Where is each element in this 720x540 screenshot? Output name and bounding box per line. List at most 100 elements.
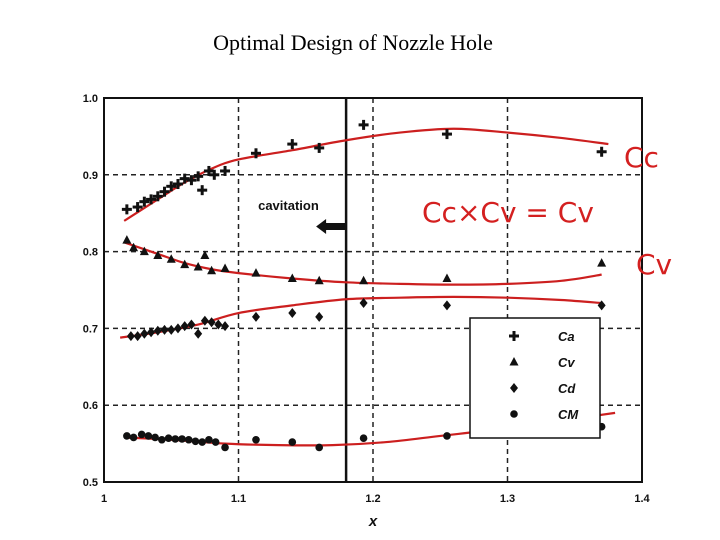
cross-h: [209, 173, 220, 177]
cross-h: [132, 205, 143, 209]
cross-h: [146, 197, 157, 201]
data-point-cd: [167, 324, 176, 335]
y-tick-label: 0.9: [83, 170, 98, 182]
legend-marker-cm: [510, 410, 518, 418]
cross-h: [193, 174, 204, 178]
cross-h: [179, 177, 190, 181]
cross-h: [172, 182, 183, 186]
data-point-cd: [359, 298, 368, 309]
legend-label: Cv: [558, 355, 575, 370]
legend-label: Ca: [558, 329, 575, 344]
data-point-ca: [132, 202, 143, 213]
y-tick-label: 0.6: [83, 400, 98, 412]
data-point-cv: [207, 265, 217, 275]
data-point-cm: [288, 438, 297, 446]
data-point-cv: [122, 235, 132, 244]
data-point-cv: [314, 275, 324, 285]
data-point-cd: [160, 324, 169, 335]
data-point-cm: [158, 435, 166, 444]
data-point-cv: [166, 254, 176, 263]
cross-h: [203, 169, 214, 173]
x-axis-label: x: [368, 513, 378, 530]
data-point-ca: [139, 196, 150, 207]
data-point-cv: [129, 242, 139, 252]
cross-h: [358, 123, 369, 127]
data-point-ca: [220, 165, 231, 176]
data-point-ca: [287, 139, 298, 150]
data-point-cm: [123, 432, 131, 440]
cavitation-arrow-icon: [316, 219, 347, 234]
data-point-cm: [443, 432, 451, 440]
data-point-cv: [180, 259, 190, 269]
data-point-cd: [214, 319, 223, 330]
data-point-cd: [147, 327, 156, 338]
x-tick-label: 1.4: [634, 493, 650, 505]
data-point-cm: [137, 430, 146, 439]
arrow-shaft: [322, 223, 347, 230]
data-point-ca: [146, 194, 157, 205]
data-point-ca: [166, 181, 177, 192]
data-point-cm: [144, 432, 153, 440]
cross-h: [159, 190, 170, 194]
data-point-ca: [596, 146, 607, 157]
data-point-cm: [171, 435, 180, 443]
y-tick-label: 0.5: [83, 477, 98, 489]
curve-label-cv: Cv: [636, 248, 672, 281]
data-point-cv: [251, 268, 261, 277]
cross-h: [152, 194, 163, 198]
data-point-cv: [442, 273, 452, 282]
data-point-cm: [205, 435, 213, 444]
x-tick-label: 1: [101, 493, 107, 505]
data-point-ca: [186, 175, 197, 186]
data-point-cd: [173, 323, 182, 334]
cross-h: [596, 150, 607, 154]
data-point-cd: [153, 325, 162, 336]
legend-marker-ca: [509, 331, 519, 341]
data-point-cd: [180, 321, 189, 332]
y-tick-label: 0.7: [83, 323, 98, 335]
data-point-cm: [191, 437, 200, 446]
curve-labels: Cc Cv: [624, 141, 672, 281]
plot-frame: [103, 97, 643, 483]
formula-annotation: Cc×Cv = Cv: [422, 196, 594, 229]
data-point-cm: [151, 433, 159, 442]
data-point-cm: [211, 438, 220, 446]
cross-h: [287, 142, 298, 146]
cavitation-label: cavitation: [258, 198, 319, 213]
axis-ticks: 1 1.1 1.2 1.3 1.4 0.5 0.6 0.7 0.8 0.9 1.0: [83, 93, 651, 505]
data-point-cd: [133, 331, 142, 342]
curve-label-ca: Cc: [624, 141, 659, 174]
arrow-head: [316, 219, 327, 234]
data-point-cm: [359, 434, 368, 443]
data-point-cv: [597, 258, 607, 267]
data-point-cd: [126, 331, 135, 342]
data-point-ca: [358, 119, 369, 130]
data-point-cv: [153, 250, 163, 259]
data-point-cv: [200, 250, 210, 259]
data-point-cv: [220, 263, 230, 272]
data-point-ca: [152, 191, 163, 202]
data-point-cm: [164, 434, 173, 443]
data-point-cd: [200, 315, 209, 326]
data-point-cd: [288, 308, 297, 319]
x-tick-label: 1.1: [231, 493, 246, 505]
data-point-cm: [129, 433, 138, 442]
cross-h: [314, 146, 325, 150]
data-point-cd: [315, 311, 324, 322]
cross-h: [166, 184, 177, 188]
legend-box: [469, 317, 601, 439]
data-point-cv: [359, 275, 369, 285]
slide-title: Optimal Design of Nozzle Hole: [213, 30, 493, 55]
data-point-cm: [184, 435, 193, 444]
x-tick-label: 1.2: [365, 493, 380, 505]
data-point-ca: [314, 142, 325, 153]
data-point-cd: [221, 321, 230, 332]
data-point-cm: [178, 435, 186, 443]
data-point-cm: [221, 443, 229, 452]
data-point-ca: [203, 165, 214, 176]
cross-h: [197, 188, 208, 192]
legend-marker-cv: [509, 357, 519, 366]
cross-h: [121, 207, 132, 211]
data-point-cd: [207, 317, 216, 328]
